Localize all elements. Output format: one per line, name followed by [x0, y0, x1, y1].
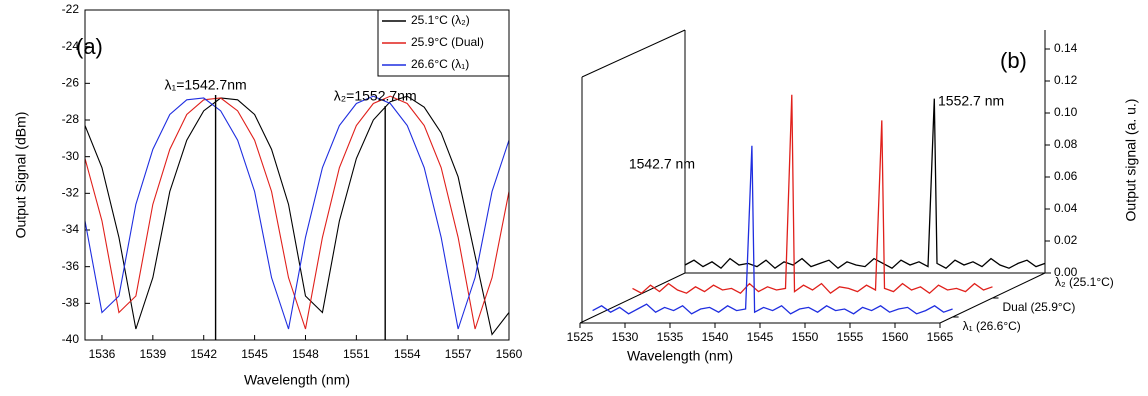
- series-line: [592, 145, 953, 315]
- y-tick-label: 0.08: [1054, 137, 1078, 151]
- plot-frame: [84, 9, 510, 341]
- top-edge: [581, 29, 686, 78]
- x-tick-label: 1545: [241, 347, 268, 361]
- x-tick-label: 1536: [89, 347, 116, 361]
- x-tick-label: 1554: [394, 347, 421, 361]
- x-tick-label: 1540: [702, 330, 729, 344]
- y-tick-label: -22: [62, 2, 80, 16]
- x-tick-label: 1548: [292, 347, 319, 361]
- x-tick-label: 1555: [837, 330, 864, 344]
- y-tick-label: 0.14: [1054, 41, 1078, 55]
- series-label: λ₁ (26.6°C): [963, 319, 1021, 333]
- y-axis-label: Output Signal (dBm): [13, 112, 29, 239]
- y-tick-label: -36: [62, 259, 80, 273]
- y-tick-label: -34: [62, 222, 80, 236]
- x-tick-label: 1542: [190, 347, 217, 361]
- x-tick-label: 1535: [657, 330, 684, 344]
- series-line: [84, 95, 510, 330]
- x-tick-label: 1550: [792, 330, 819, 344]
- y-tick-label: 0.04: [1054, 201, 1078, 215]
- x-tick-label: 1560: [496, 347, 523, 361]
- x-axis-label: Wavelength (nm): [244, 372, 350, 388]
- y-tick-label: 0.12: [1054, 73, 1078, 87]
- series-line: [632, 94, 993, 295]
- y-tick-label: -30: [62, 149, 80, 163]
- y-tick-label: 0.10: [1054, 105, 1078, 119]
- panel-label: (a): [76, 34, 103, 59]
- y-tick-label: -24: [62, 39, 80, 53]
- y-tick-label: -28: [62, 112, 80, 126]
- legend-label: 25.1°C (λ₂): [411, 13, 470, 27]
- x-tick-label: 1525: [567, 330, 594, 344]
- x-axis-label: Wavelength (nm): [627, 348, 733, 364]
- legend-label: 26.6°C (λ₁): [411, 57, 469, 71]
- x-tick-label: 1565: [927, 330, 954, 344]
- annotation: 1542.7 nm: [629, 156, 695, 172]
- y-tick-label: 0.02: [1054, 233, 1078, 247]
- legend-label: 25.9°C (Dual): [411, 35, 484, 49]
- annotation: 1552.7 nm: [938, 93, 1004, 109]
- y-tick-label: -26: [62, 76, 80, 90]
- y-tick-label: -38: [62, 296, 80, 310]
- y-tick-label: -32: [62, 186, 80, 200]
- x-tick-label: 1530: [612, 330, 639, 344]
- y-tick-label: -40: [62, 332, 80, 346]
- y-axis-label: Output signal (a. u.): [1123, 99, 1139, 222]
- panel-label: (b): [1000, 48, 1027, 73]
- y-tick-label: 0.00: [1054, 265, 1078, 279]
- annotation: λ₁=1542.7nm: [165, 77, 247, 93]
- floor-left: [579, 272, 686, 324]
- annotation: λ₂=1552.7nm: [334, 88, 417, 104]
- x-tick-label: 1560: [882, 330, 909, 344]
- x-tick-label: 1539: [139, 347, 166, 361]
- series-label: Dual (25.9°C): [1003, 300, 1076, 314]
- series-line: [84, 95, 510, 330]
- series-label: λ₂ (25.1°C): [1055, 275, 1114, 289]
- x-tick-label: 1545: [747, 330, 774, 344]
- x-tick-label: 1557: [445, 347, 472, 361]
- x-tick-label: 1551: [343, 347, 370, 361]
- y-tick-label: 0.06: [1054, 169, 1078, 183]
- series-line: [84, 95, 510, 336]
- series-line: [684, 98, 1046, 270]
